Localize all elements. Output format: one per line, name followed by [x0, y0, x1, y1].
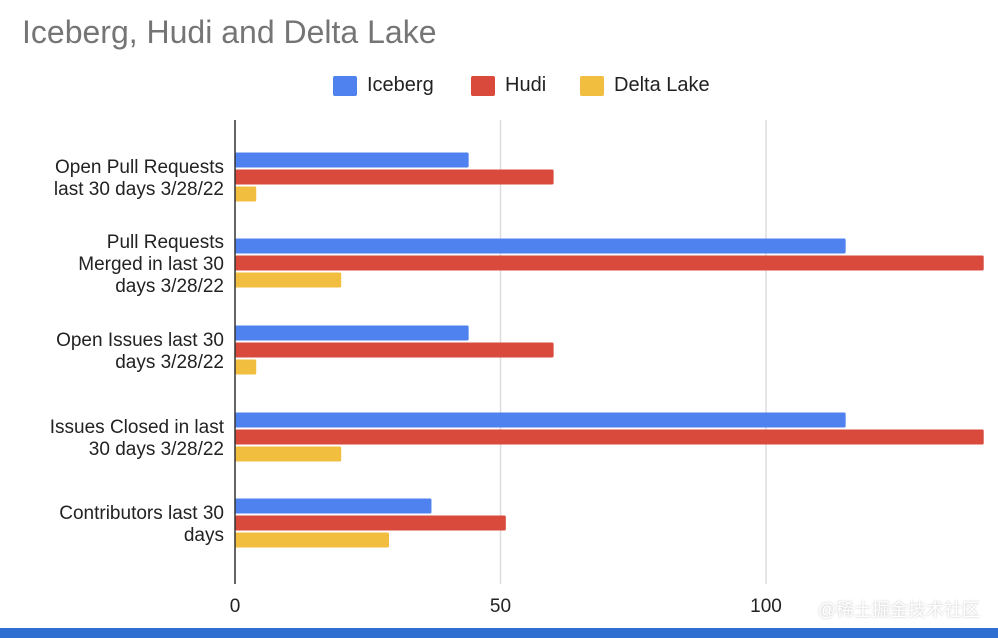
bars [235, 152, 984, 548]
category-label-line: Open Pull Requests [55, 157, 224, 178]
category-label-line: 30 days 3/28/22 [89, 439, 224, 460]
legend-label-delta-lake: Delta Lake [614, 74, 710, 96]
legend-label-hudi: Hudi [505, 74, 547, 96]
category-labels: Open Pull Requests last 30 days 3/28/22 Pu… [50, 157, 225, 546]
category-label-1: Pull Requests Merged in last 30 days 3/28/… [78, 232, 224, 297]
watermark: @稀土掘金技术社区 [817, 600, 980, 620]
category-label-0: Open Pull Requests last 30 days 3/28/22 [54, 157, 224, 200]
category-label-line: Contributors last 30 [59, 503, 224, 524]
legend-swatch-iceberg [333, 75, 357, 96]
legend-label-iceberg: Iceberg [367, 74, 434, 96]
x-tick-label-50: 50 [490, 596, 511, 617]
category-label-line: days 3/28/22 [115, 276, 224, 297]
bar-delta-lake-0[interactable] [235, 186, 257, 202]
bar-iceberg-3[interactable] [235, 412, 846, 428]
bar-delta-lake-4[interactable] [235, 532, 389, 548]
category-label-3: Issues Closed in last 30 days 3/28/22 [50, 417, 225, 460]
category-label-line: Pull Requests [107, 232, 224, 253]
category-label-line: Merged in last 30 [78, 254, 224, 275]
category-label-line: days [184, 525, 224, 546]
bar-hudi-4[interactable] [235, 515, 506, 531]
bar-iceberg-4[interactable] [235, 498, 432, 514]
bar-hudi-1[interactable] [235, 255, 984, 271]
category-label-4: Contributors last 30 days [59, 503, 224, 546]
bar-iceberg-1[interactable] [235, 238, 846, 254]
x-tick-label-100: 100 [750, 596, 782, 617]
legend-item-iceberg[interactable]: Iceberg [333, 74, 434, 97]
bar-delta-lake-1[interactable] [235, 272, 342, 288]
bottom-band [0, 628, 998, 638]
legend-item-delta-lake[interactable]: Delta Lake [580, 74, 710, 97]
category-label-2: Open Issues last 30 days 3/28/22 [56, 330, 224, 373]
category-label-line: days 3/28/22 [115, 352, 224, 373]
category-label-line: Open Issues last 30 [56, 330, 224, 351]
legend-swatch-hudi [471, 75, 495, 96]
category-label-line: Issues Closed in last [50, 417, 225, 438]
x-tick-labels: 0 50 100 [230, 596, 782, 617]
bar-iceberg-0[interactable] [235, 152, 469, 168]
x-tick-label-0: 0 [230, 596, 241, 617]
bar-delta-lake-2[interactable] [235, 359, 257, 375]
bar-hudi-3[interactable] [235, 429, 984, 445]
bar-iceberg-2[interactable] [235, 325, 469, 341]
chart-legend: Iceberg Hudi Delta Lake [0, 74, 998, 100]
bar-delta-lake-3[interactable] [235, 446, 342, 462]
legend-item-hudi[interactable]: Hudi [471, 74, 546, 97]
chart-title: Iceberg, Hudi and Delta Lake [22, 14, 437, 50]
bar-hudi-2[interactable] [235, 342, 554, 358]
category-label-line: last 30 days 3/28/22 [54, 179, 224, 200]
legend-swatch-delta-lake [580, 75, 604, 96]
bar-hudi-0[interactable] [235, 169, 554, 185]
